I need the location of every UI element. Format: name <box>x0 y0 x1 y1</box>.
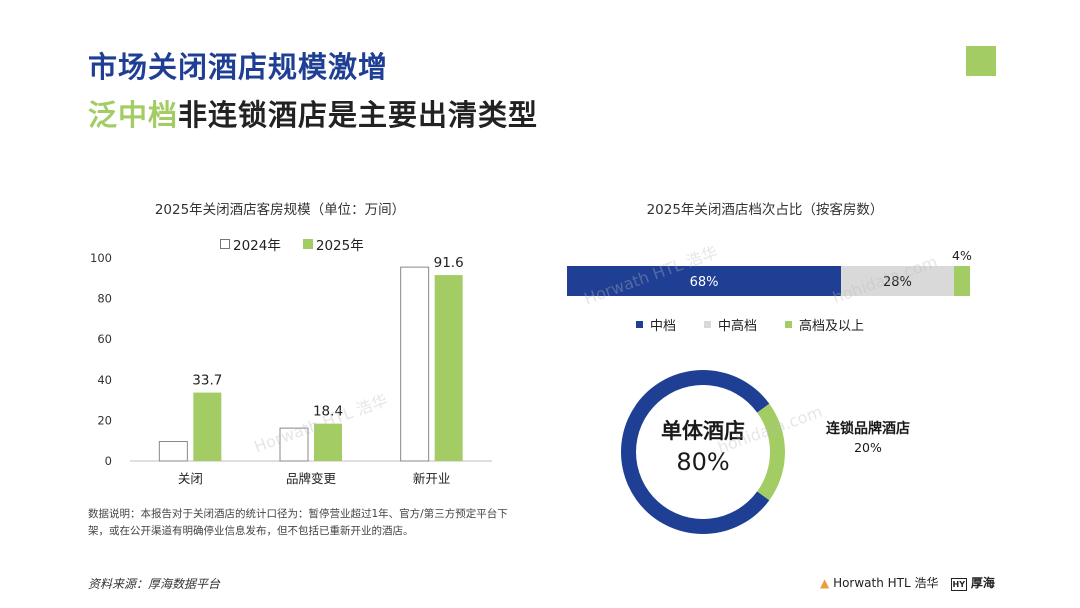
y-tick-label: 40 <box>97 373 112 387</box>
legend-swatch-upper-mid <box>704 321 712 328</box>
data-label-2025-1: 18.4 <box>313 404 343 420</box>
bar-chart-legend: 2024年 2025年 <box>220 234 364 254</box>
donut-side-name: 连锁品牌酒店 <box>826 420 910 437</box>
page-title: 市场关闭酒店规模激增 <box>88 50 389 84</box>
houhai-logo: HY 厚海 <box>950 574 995 591</box>
corner-square-decoration <box>966 46 996 76</box>
bar-2025-0 <box>193 392 222 461</box>
stack-segment-1 <box>841 266 954 296</box>
legend-item-2025: 2025年 <box>302 234 364 254</box>
legend-swatch-upscale <box>785 321 793 328</box>
bar-2024-0 <box>158 441 188 462</box>
subtitle-highlight: 泛中档 <box>88 98 179 132</box>
legend-label-upscale: 高档及以上 <box>799 319 865 334</box>
x-tick-label-1: 品牌变更 <box>286 471 337 486</box>
bar-2024-2 <box>400 266 430 462</box>
x-tick-label-0: 关闭 <box>178 471 203 486</box>
horwath-mark-icon: ▲ <box>820 576 830 590</box>
stack-segment-2 <box>953 266 970 296</box>
y-tick-label: 20 <box>97 413 112 427</box>
y-tick-label: 80 <box>97 292 112 306</box>
legend-swatch-mid <box>636 321 643 328</box>
bar-2025-1 <box>314 423 342 461</box>
donut-slice-1 <box>757 403 785 501</box>
legend-item-mid: 中档 <box>636 315 676 334</box>
stack-segment-0 <box>567 266 842 296</box>
legend-label-2025: 2025年 <box>315 238 364 254</box>
stack-label-2: 4% <box>952 248 972 263</box>
legend-label-mid: 中档 <box>650 319 677 334</box>
stacked-chart-legend: 中档 中高档 高档及以上 <box>636 315 864 334</box>
houhai-mark-icon: HY <box>950 578 968 591</box>
page-subtitle: 泛中档非连锁酒店是主要出清类型 <box>88 92 538 134</box>
legend-item-2024: 2024年 <box>220 234 281 254</box>
donut-center-value: 80% <box>676 448 729 476</box>
legend-item-upper-mid: 中高档 <box>704 315 757 334</box>
data-note: 数据说明：本报告对于关闭酒店的统计口径为：暂停营业超过1年、官方/第三方预定平台… <box>88 508 508 537</box>
legend-label-2024: 2024年 <box>233 238 281 254</box>
footer-logos: ▲ Horwath HTL 浩华 HY 厚海 <box>820 574 995 591</box>
bar-2024-1 <box>279 427 309 462</box>
stacked-chart-title: 2025年关闭酒店档次占比（按客房数） <box>646 202 884 218</box>
bar-chart-title: 2025年关闭酒店客房规模（单位：万间） <box>154 202 406 218</box>
donut-side-value: 20% <box>854 440 882 455</box>
y-tick-label: 0 <box>105 454 112 468</box>
donut-center-name: 单体酒店 <box>661 419 745 443</box>
stack-label-0: 68% <box>690 275 719 290</box>
horwath-logo-text: Horwath HTL 浩华 <box>833 576 939 590</box>
horwath-logo: ▲ Horwath HTL 浩华 <box>820 574 939 591</box>
stack-label-1: 28% <box>883 275 912 290</box>
houhai-logo-text: 厚海 <box>970 576 995 590</box>
legend-swatch-2025 <box>302 239 313 249</box>
data-label-2025-2: 91.6 <box>434 255 464 271</box>
legend-label-upper-mid: 中高档 <box>718 319 758 334</box>
legend-item-upscale: 高档及以上 <box>785 315 864 334</box>
y-tick-label: 100 <box>90 251 112 265</box>
subtitle-rest: 非连锁酒店是主要出清类型 <box>178 98 539 132</box>
x-tick-label-2: 新开业 <box>413 471 451 486</box>
data-source: 资料来源：厚海数据平台 <box>88 577 221 591</box>
data-label-2025-0: 33.7 <box>192 373 222 389</box>
legend-swatch-2024 <box>220 239 230 249</box>
y-tick-label: 60 <box>97 332 112 346</box>
bar-2025-2 <box>434 275 463 461</box>
